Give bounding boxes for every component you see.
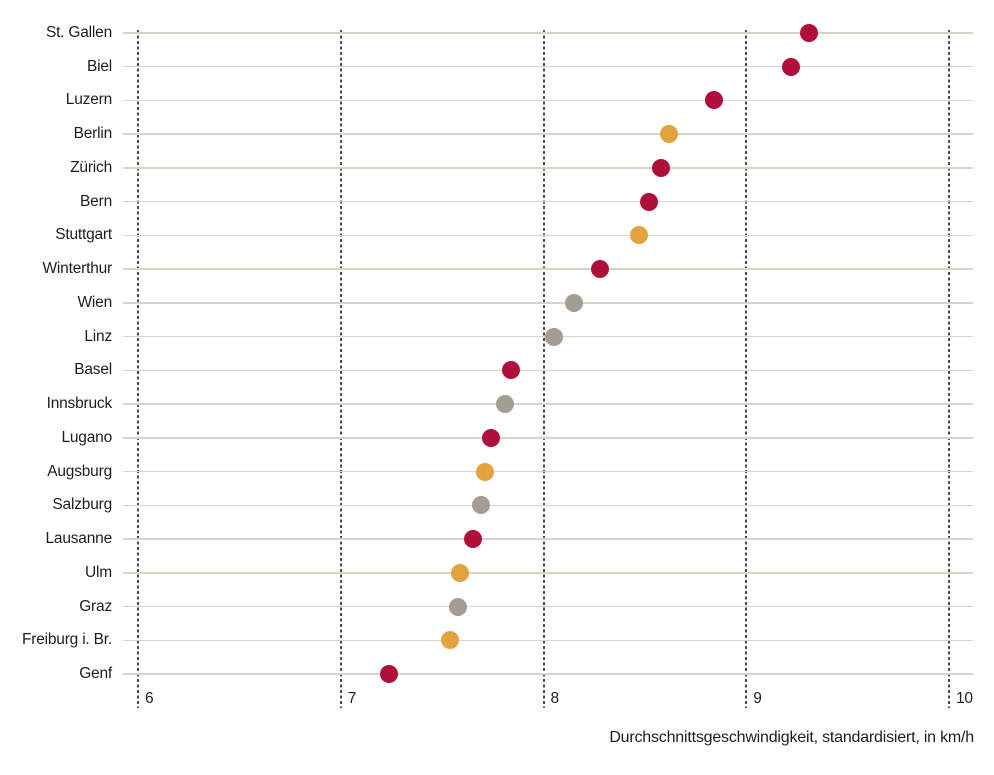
category-label: Lugano bbox=[61, 428, 112, 446]
data-point-dot bbox=[471, 496, 490, 515]
category-label: Graz bbox=[79, 597, 112, 615]
data-point-dot bbox=[704, 91, 723, 110]
data-point-dot bbox=[660, 125, 679, 144]
category-label: Augsburg bbox=[47, 462, 112, 480]
category-label: Wien bbox=[77, 293, 112, 311]
row-line bbox=[123, 470, 973, 473]
data-point-dot bbox=[481, 428, 500, 447]
x-tick-label: 9 bbox=[753, 690, 762, 707]
row-line bbox=[123, 504, 973, 507]
category-label: Lausanne bbox=[45, 530, 113, 548]
data-point-dot bbox=[564, 293, 583, 312]
x-tick-label: 7 bbox=[347, 690, 357, 707]
row-line bbox=[123, 167, 973, 169]
row-line bbox=[123, 605, 973, 608]
row-line bbox=[123, 639, 973, 642]
row-line bbox=[123, 302, 973, 304]
category-label: Innsbruck bbox=[46, 395, 113, 413]
data-point-dot bbox=[652, 158, 671, 177]
category-label: Berlin bbox=[73, 125, 113, 143]
category-label: St. Gallen bbox=[45, 24, 112, 41]
x-gridline bbox=[745, 30, 748, 708]
x-tick-label: 8 bbox=[550, 690, 560, 707]
data-point-dot bbox=[475, 462, 494, 481]
category-label: Genf bbox=[79, 665, 112, 683]
x-gridline bbox=[542, 30, 545, 708]
row-line bbox=[123, 369, 973, 372]
row-line bbox=[123, 437, 973, 439]
x-axis-label: Durchschnittsgeschwindigkeit, standardis… bbox=[609, 729, 974, 746]
row-line bbox=[123, 133, 973, 135]
data-point-dot bbox=[451, 563, 470, 582]
data-point-dot bbox=[639, 192, 658, 211]
data-point-dot bbox=[495, 395, 514, 414]
category-label: Stuttgart bbox=[55, 226, 112, 244]
category-label: Basel bbox=[74, 361, 112, 379]
category-label: Biel bbox=[86, 57, 112, 75]
data-point-dot bbox=[380, 665, 399, 684]
data-point-dot bbox=[441, 631, 460, 650]
data-point-dot bbox=[800, 24, 819, 42]
row-line bbox=[123, 200, 973, 203]
data-point-dot bbox=[544, 327, 563, 346]
data-point-dot bbox=[629, 226, 648, 245]
category-label: Salzburg bbox=[52, 496, 112, 514]
row-line bbox=[123, 32, 973, 34]
x-tick-label: 10 bbox=[956, 690, 973, 707]
row-line bbox=[123, 673, 973, 675]
row-line bbox=[123, 538, 973, 540]
category-label: Ulm bbox=[85, 563, 112, 581]
category-label: Luzern bbox=[65, 91, 112, 109]
row-line bbox=[123, 572, 973, 574]
category-label: Linz bbox=[84, 327, 112, 345]
data-point-dot bbox=[463, 530, 482, 549]
category-label: Zürich bbox=[70, 158, 112, 176]
data-point-dot bbox=[449, 597, 468, 616]
x-gridline bbox=[137, 30, 139, 708]
x-tick-label: 6 bbox=[145, 690, 154, 707]
row-line bbox=[123, 403, 973, 405]
category-label: Freiburg i. Br. bbox=[21, 631, 112, 649]
row-line bbox=[123, 268, 973, 270]
data-point-dot bbox=[502, 361, 521, 380]
category-label: Bern bbox=[80, 192, 112, 210]
row-line bbox=[123, 65, 973, 68]
x-gridline bbox=[339, 30, 342, 708]
row-line bbox=[123, 234, 973, 237]
row-line bbox=[123, 99, 973, 102]
data-point-dot bbox=[781, 57, 800, 76]
x-gridline bbox=[948, 30, 950, 708]
data-point-dot bbox=[591, 260, 610, 279]
category-label: Winterthur bbox=[42, 260, 113, 278]
